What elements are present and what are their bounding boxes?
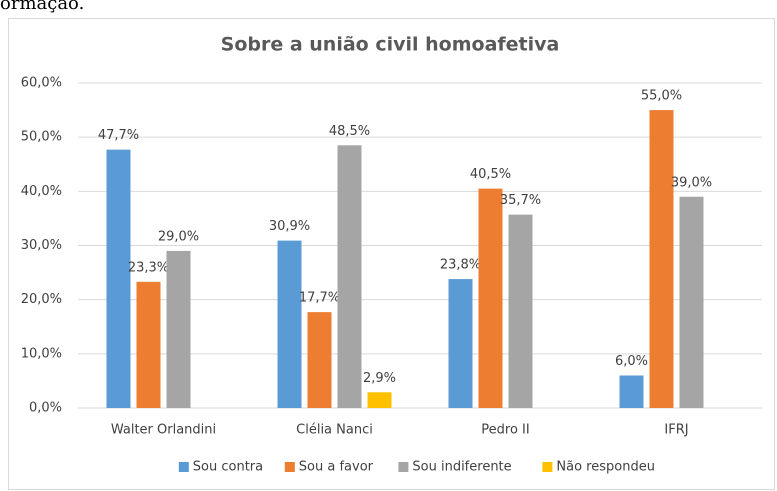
caption: ormação. [0, 0, 84, 14]
data-label: 55,0% [641, 89, 682, 104]
x-tick-label: Walter Orlandini [111, 423, 216, 438]
legend-swatch [398, 462, 409, 472]
bar [448, 279, 473, 408]
data-label: 39,0% [671, 175, 712, 190]
data-label: 6,0% [615, 354, 648, 369]
bar [307, 312, 332, 408]
legend-label: Não respondeu [556, 460, 655, 475]
data-label: 47,7% [98, 128, 139, 143]
legend-label: Sou a favor [299, 460, 374, 475]
data-label: 23,3% [128, 260, 169, 275]
y-tick-label: 20,0% [21, 292, 62, 307]
y-tick-label: 0,0% [29, 401, 62, 416]
chart-title: Sobre a união civil homoafetiva [221, 34, 560, 56]
bar [478, 188, 503, 408]
bar [106, 149, 131, 408]
bar [619, 375, 644, 408]
bar [337, 145, 362, 408]
y-tick-label: 10,0% [21, 346, 62, 361]
data-label: 2,9% [363, 371, 396, 386]
y-tick-label: 30,0% [21, 238, 62, 253]
bar [166, 250, 191, 408]
bar [136, 281, 161, 408]
bar [277, 240, 302, 408]
chart-frame [8, 18, 775, 490]
legend-swatch [178, 462, 189, 472]
data-label: 29,0% [158, 229, 199, 244]
legend-label: Sou indiferente [412, 460, 511, 475]
data-label: 30,9% [269, 219, 310, 234]
data-label: 23,8% [440, 258, 481, 273]
bar [649, 110, 674, 408]
bar [508, 214, 533, 408]
legend-label: Sou contra [193, 460, 263, 475]
y-tick-label: 40,0% [21, 184, 62, 199]
legend-swatch [542, 462, 553, 472]
bar [679, 196, 704, 408]
x-tick-label: Clélia Nanci [296, 423, 373, 438]
data-label: 35,7% [500, 193, 541, 208]
y-tick-label: 50,0% [21, 130, 62, 145]
bar [367, 392, 392, 408]
x-tick-label: Pedro II [481, 423, 529, 438]
data-label: 17,7% [299, 291, 340, 306]
data-label: 48,5% [329, 124, 370, 139]
legend-swatch [284, 462, 295, 472]
y-tick-label: 60,0% [21, 76, 62, 91]
data-label: 40,5% [470, 167, 511, 182]
x-tick-label: IFRJ [664, 423, 688, 438]
